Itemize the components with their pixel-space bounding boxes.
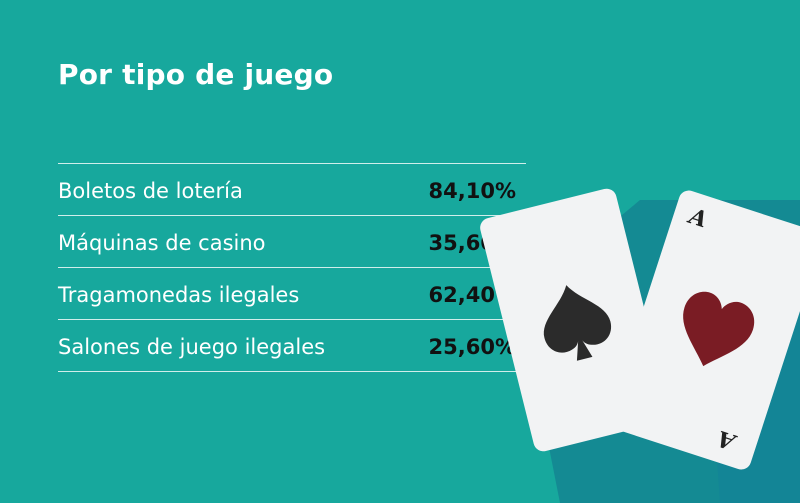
row-label: Salones de juego ilegales xyxy=(58,334,326,359)
row-label: Tragamonedas ilegales xyxy=(58,282,300,307)
ace-card: A A xyxy=(607,190,800,470)
heart-icon xyxy=(683,291,755,367)
row-value: 84,10% xyxy=(428,178,516,203)
spade-icon xyxy=(543,285,612,361)
row-label: Boletos de lotería xyxy=(58,178,243,203)
table-row: Boletos de lotería 84,10% xyxy=(58,164,526,216)
table-row: Salones de juego ilegales 25,60% xyxy=(58,320,526,372)
table-row: Máquinas de casino 35,60% xyxy=(58,216,526,268)
stats-table: Boletos de lotería 84,10% Máquinas de ca… xyxy=(58,163,526,372)
page-title: Por tipo de juego xyxy=(58,58,334,91)
row-value: 25,60% xyxy=(428,334,516,359)
row-label: Máquinas de casino xyxy=(58,230,266,255)
